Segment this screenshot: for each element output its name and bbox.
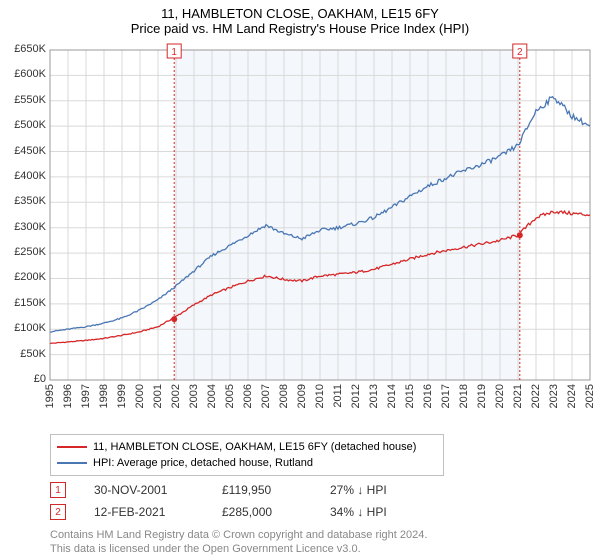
y-tick-label: £500K bbox=[0, 119, 46, 131]
transaction-price-1: £119,950 bbox=[222, 483, 302, 497]
transaction-price-2: £285,000 bbox=[222, 505, 302, 519]
y-tick-label: £400K bbox=[0, 170, 46, 182]
transaction-row-2: 2 12-FEB-2021 £285,000 34% ↓ HPI bbox=[50, 504, 387, 520]
transaction-date-2: 12-FEB-2021 bbox=[94, 505, 194, 519]
y-tick-label: £350K bbox=[0, 195, 46, 207]
transaction-marker-2: 2 bbox=[50, 504, 66, 520]
y-tick-label: £150K bbox=[0, 297, 46, 309]
y-tick-label: £200K bbox=[0, 271, 46, 283]
x-tick-label: 2012 bbox=[350, 384, 362, 408]
transaction-diff-1: 27% ↓ HPI bbox=[330, 483, 387, 497]
x-tick-label: 1995 bbox=[44, 384, 56, 408]
x-tick-label: 2001 bbox=[152, 384, 164, 408]
x-tick-label: 2018 bbox=[458, 384, 470, 408]
legend: 11, HAMBLETON CLOSE, OAKHAM, LE15 6FY (d… bbox=[50, 434, 444, 476]
transaction-row-1: 1 30-NOV-2001 £119,950 27% ↓ HPI bbox=[50, 482, 387, 498]
legend-swatch-property bbox=[57, 446, 87, 448]
x-tick-label: 2011 bbox=[332, 384, 344, 408]
x-tick-label: 2010 bbox=[314, 384, 326, 408]
footer-attribution: Contains HM Land Registry data © Crown c… bbox=[50, 528, 427, 557]
x-tick-label: 2004 bbox=[206, 384, 218, 408]
legend-label-hpi: HPI: Average price, detached house, Rutl… bbox=[93, 457, 313, 469]
x-tick-label: 2003 bbox=[188, 384, 200, 408]
y-tick-label: £600K bbox=[0, 68, 46, 80]
x-tick-label: 2016 bbox=[422, 384, 434, 408]
y-tick-label: £50K bbox=[0, 348, 46, 360]
x-tick-label: 2015 bbox=[404, 384, 416, 408]
y-tick-label: £0 bbox=[0, 373, 46, 385]
transaction-marker-1: 1 bbox=[50, 482, 66, 498]
x-tick-label: 2006 bbox=[242, 384, 254, 408]
x-tick-label: 2014 bbox=[386, 384, 398, 408]
x-tick-label: 2017 bbox=[440, 384, 452, 408]
y-tick-label: £100K bbox=[0, 322, 46, 334]
x-tick-label: 1999 bbox=[116, 384, 128, 408]
x-tick-label: 2021 bbox=[512, 384, 524, 408]
y-tick-label: £450K bbox=[0, 145, 46, 157]
x-tick-label: 2007 bbox=[260, 384, 272, 408]
svg-text:2: 2 bbox=[517, 47, 523, 58]
y-tick-label: £650K bbox=[0, 43, 46, 55]
x-tick-label: 2020 bbox=[494, 384, 506, 408]
x-tick-label: 2025 bbox=[584, 384, 596, 408]
x-tick-label: 2008 bbox=[278, 384, 290, 408]
x-tick-label: 2009 bbox=[296, 384, 308, 408]
x-tick-label: 2023 bbox=[548, 384, 560, 408]
y-tick-label: £250K bbox=[0, 246, 46, 258]
footer-line-2: This data is licensed under the Open Gov… bbox=[50, 542, 427, 556]
legend-swatch-hpi bbox=[57, 462, 87, 464]
x-tick-label: 2019 bbox=[476, 384, 488, 408]
legend-label-property: 11, HAMBLETON CLOSE, OAKHAM, LE15 6FY (d… bbox=[93, 441, 416, 453]
transaction-diff-2: 34% ↓ HPI bbox=[330, 505, 387, 519]
transaction-date-1: 30-NOV-2001 bbox=[94, 483, 194, 497]
price-chart: 12 bbox=[0, 0, 600, 430]
svg-text:1: 1 bbox=[171, 47, 177, 58]
x-tick-label: 2005 bbox=[224, 384, 236, 408]
y-tick-label: £550K bbox=[0, 94, 46, 106]
x-tick-label: 1998 bbox=[98, 384, 110, 408]
x-tick-label: 2000 bbox=[134, 384, 146, 408]
x-tick-label: 2024 bbox=[566, 384, 578, 408]
x-tick-label: 1997 bbox=[80, 384, 92, 408]
y-tick-label: £300K bbox=[0, 221, 46, 233]
footer-line-1: Contains HM Land Registry data © Crown c… bbox=[50, 528, 427, 542]
x-tick-label: 1996 bbox=[62, 384, 74, 408]
x-tick-label: 2002 bbox=[170, 384, 182, 408]
x-tick-label: 2022 bbox=[530, 384, 542, 408]
x-tick-label: 2013 bbox=[368, 384, 380, 408]
